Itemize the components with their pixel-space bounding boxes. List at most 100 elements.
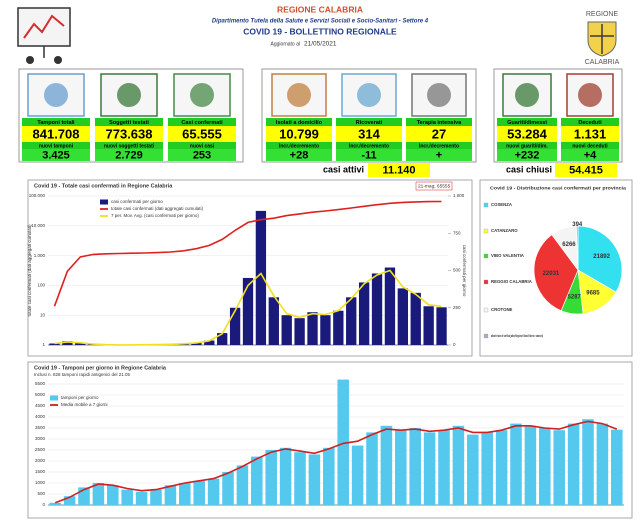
- stat-sublabel-bg: [95, 142, 163, 149]
- stat-icon-mark: [427, 83, 451, 107]
- line: [54, 420, 618, 504]
- stat-subvalue: +4: [584, 149, 597, 161]
- bar: [409, 428, 421, 505]
- bar: [524, 425, 537, 505]
- y-tick-label: 5500: [35, 381, 46, 386]
- stat-value: 53.284: [507, 126, 548, 141]
- bar: [452, 425, 465, 505]
- stat-subvalue: 2.729: [115, 149, 143, 161]
- legend-swatch: [483, 279, 489, 285]
- closed-value: 54.415: [569, 164, 603, 176]
- bar: [255, 210, 267, 345]
- y2-tick-label: 250: [453, 305, 461, 310]
- stat-sublabel: Incr./decremento: [419, 143, 459, 149]
- stat-subvalue-bg: [406, 149, 472, 161]
- bar: [380, 425, 393, 505]
- closed-value-bg: [555, 163, 617, 177]
- stat-subvalue: 3.425: [42, 149, 70, 161]
- stat-sublabel-bg: [497, 142, 557, 149]
- legend-label: Media mobile a 7 giorni: [61, 402, 108, 407]
- chart-title: Covid 19 - Distribuzione casi confermati…: [490, 185, 626, 191]
- stat-label: Tamponi totali: [37, 120, 75, 126]
- bar: [294, 452, 306, 505]
- bar: [611, 429, 623, 505]
- stat-value-bg: [168, 126, 236, 142]
- legend-label: totale casi confermati (dati aggregati c…: [111, 206, 204, 211]
- bar: [204, 340, 215, 345]
- bar: [358, 282, 370, 345]
- stat-sublabel: Incr./decremento: [349, 143, 389, 149]
- y-tick-label: 1: [42, 342, 45, 347]
- y2-tick-label: 750: [453, 230, 461, 235]
- bar: [333, 310, 344, 345]
- stat-label: Ricoverati: [356, 120, 383, 126]
- y-tick-label: 3000: [35, 436, 46, 441]
- title: REGIONE CALABRIA: [277, 4, 363, 14]
- bar: [191, 342, 202, 345]
- stat-label: Guariti/dimessi: [507, 120, 547, 126]
- stat-value: 314: [358, 126, 380, 141]
- stat-subvalue-bg: [336, 149, 402, 161]
- y2-tick-label: 500: [453, 268, 461, 273]
- stat-subvalue: +: [436, 149, 442, 161]
- slice-label: 21892: [593, 254, 610, 260]
- closed-label: casi chiusi: [506, 164, 552, 174]
- bar: [323, 447, 335, 505]
- y-tick-label: 100: [37, 283, 45, 288]
- y-tick-label: 1500: [35, 469, 46, 474]
- stat-value-bg: [336, 126, 402, 142]
- bar: [251, 456, 263, 505]
- bar: [49, 343, 60, 345]
- bar: [397, 288, 408, 345]
- bar: [596, 423, 609, 505]
- bar: [346, 297, 357, 345]
- legend-label: casi confermati per giorno: [111, 199, 163, 204]
- bar: [78, 487, 90, 505]
- stat-group: [261, 68, 477, 163]
- annotation-box: [415, 181, 453, 191]
- stat-subvalue-bg: [22, 149, 90, 161]
- stat-sublabel: nuovi soggetti testati: [104, 143, 155, 149]
- legend-label: VIBO VALENTIA: [491, 253, 524, 258]
- stat-label: Soggetti testati: [109, 120, 149, 126]
- stat-subvalue-bg: [561, 149, 619, 161]
- stat-subvalue-bg: [95, 149, 163, 161]
- bar: [164, 485, 177, 505]
- stat-value: 1.131: [574, 126, 607, 141]
- legend-label: CROTONE: [491, 307, 513, 312]
- bar: [236, 465, 249, 505]
- bar: [395, 430, 407, 505]
- pie-slice: [575, 225, 579, 271]
- bar: [207, 478, 220, 505]
- stat-sublabel-bg: [336, 142, 402, 149]
- legend-label: 7 per. Mov. Avg. (casi confermati per gi…: [111, 213, 199, 218]
- logo-text: REGIONE: [586, 11, 619, 18]
- bar: [371, 273, 383, 345]
- bar: [366, 432, 378, 505]
- bar: [193, 480, 205, 505]
- pie-slice: [533, 234, 579, 312]
- legend-label: COSENZA: [491, 202, 512, 207]
- stat-icon-mark: [287, 83, 311, 107]
- bar: [495, 430, 508, 505]
- bar: [217, 333, 228, 345]
- bar: [242, 277, 254, 345]
- bar: [539, 428, 551, 505]
- stat-value-bg: [497, 126, 557, 142]
- bar: [308, 454, 321, 505]
- bar: [337, 379, 349, 505]
- bar: [481, 432, 493, 505]
- bar: [63, 496, 76, 505]
- stat-value-bg: [22, 126, 90, 142]
- legend-label: REGGIO CALABRIA: [491, 279, 532, 284]
- bar: [467, 434, 479, 505]
- stat-value: 65.555: [182, 126, 222, 141]
- y-axis-label: totale casi confermati (dati aggregati c…: [27, 224, 32, 317]
- bar: [294, 318, 305, 345]
- stat-label-bg: [266, 118, 332, 126]
- stat-icon-mark: [578, 83, 602, 107]
- bar: [423, 432, 436, 505]
- stat-label: Casi confermati: [181, 120, 223, 126]
- stat-value: 773.638: [106, 126, 153, 141]
- stat-label-bg: [22, 118, 90, 126]
